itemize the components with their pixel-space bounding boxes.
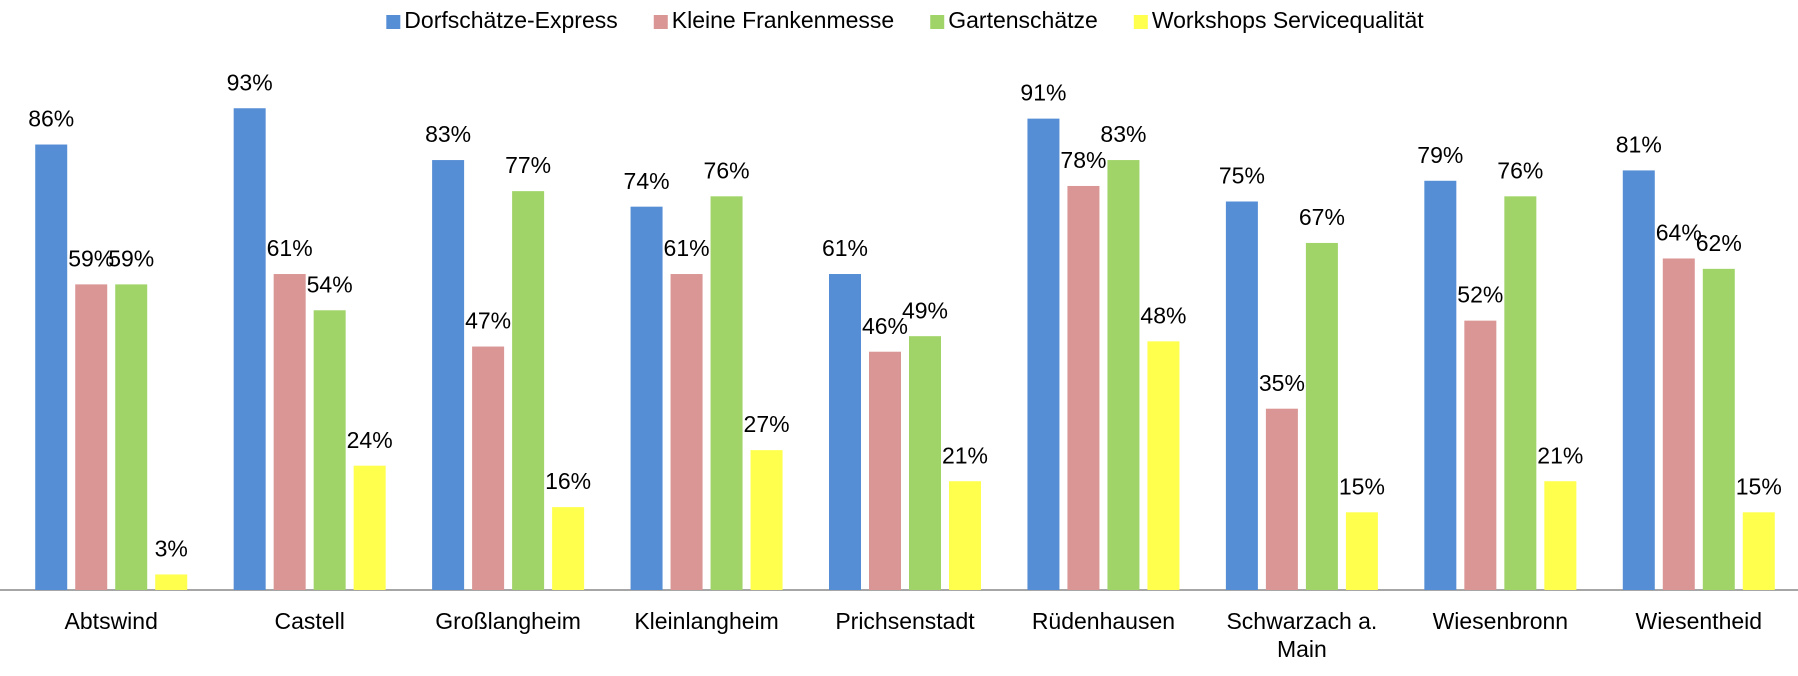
- bar: [1027, 118, 1060, 591]
- data-label: 49%: [902, 297, 948, 323]
- legend: Dorfschätze-Express Kleine Frankenmesse Ga…: [386, 7, 1424, 33]
- legend-label: Workshops Servicequalität: [1152, 7, 1424, 33]
- bar: [1662, 258, 1695, 590]
- bar: [1742, 512, 1775, 590]
- data-label: 81%: [1616, 131, 1662, 157]
- x-tick-label: Großlangheim: [435, 608, 581, 634]
- data-label: 21%: [942, 442, 988, 468]
- data-label: 15%: [1339, 473, 1385, 499]
- data-label: 61%: [664, 235, 710, 261]
- data-label: 15%: [1736, 473, 1782, 499]
- data-label: 77%: [505, 152, 551, 178]
- data-label: 27%: [744, 411, 790, 437]
- bar: [155, 574, 188, 590]
- x-tick-label: Wiesenbronn: [1433, 608, 1569, 634]
- bar: [512, 191, 545, 590]
- data-label: 21%: [1537, 442, 1583, 468]
- bar: [313, 310, 346, 590]
- bar: [35, 144, 68, 590]
- data-label: 61%: [267, 235, 313, 261]
- data-label: 75%: [1219, 163, 1265, 189]
- data-label: 91%: [1020, 80, 1066, 106]
- bar: [432, 160, 465, 590]
- data-label: 93%: [227, 69, 273, 95]
- bar: [829, 274, 861, 590]
- data-label: 83%: [425, 121, 471, 147]
- bar: [353, 465, 386, 590]
- x-tick-label: Prichsenstadt: [835, 608, 975, 634]
- data-label: 16%: [545, 468, 591, 494]
- bar: [1147, 341, 1180, 590]
- data-label: 24%: [347, 427, 393, 453]
- legend-swatch: [386, 15, 401, 29]
- bar: [1225, 201, 1258, 590]
- x-tick-label: Wiesentheid: [1635, 608, 1762, 634]
- data-label: 83%: [1100, 121, 1146, 147]
- x-tick-label: Kleinlangheim: [634, 608, 778, 634]
- bar: [1345, 512, 1378, 590]
- bar: [1265, 408, 1298, 590]
- x-tick-label: Rüdenhausen: [1032, 608, 1175, 634]
- bar: [1622, 170, 1655, 591]
- data-label: 59%: [68, 245, 114, 271]
- bar: [115, 284, 148, 590]
- data-label: 54%: [307, 271, 353, 297]
- data-label: 46%: [862, 313, 908, 339]
- bar: [670, 274, 703, 590]
- data-label: 35%: [1259, 370, 1305, 396]
- bar: [949, 481, 981, 590]
- bar: [75, 284, 108, 590]
- legend-label: Gartenschätze: [948, 7, 1098, 33]
- bar: [1702, 268, 1735, 590]
- data-label: 86%: [28, 106, 74, 132]
- data-label: 3%: [155, 536, 188, 562]
- data-label: 48%: [1140, 302, 1186, 328]
- data-label: 64%: [1656, 220, 1702, 246]
- bar: [472, 346, 505, 590]
- bar: [1107, 160, 1140, 590]
- bar: [1424, 180, 1457, 590]
- data-label: 61%: [822, 235, 868, 261]
- x-tick-label: Abtswind: [65, 608, 158, 634]
- bar: [273, 274, 306, 590]
- legend-swatch: [1133, 15, 1148, 29]
- data-label: 76%: [1497, 157, 1543, 183]
- legend-swatch: [930, 15, 945, 29]
- data-label: 79%: [1417, 142, 1463, 168]
- bar: [710, 196, 743, 590]
- data-label: 62%: [1696, 230, 1742, 256]
- bar: [750, 450, 783, 590]
- bar: [552, 507, 585, 590]
- data-label: 76%: [704, 157, 750, 183]
- data-label: 67%: [1299, 204, 1345, 230]
- data-label: 74%: [624, 168, 670, 194]
- data-label: 52%: [1457, 282, 1503, 308]
- legend-swatch: [653, 15, 668, 29]
- bar: [233, 108, 266, 590]
- bar: [1544, 481, 1577, 590]
- legend-label: Kleine Frankenmesse: [672, 7, 894, 33]
- x-tick-label: Schwarzach a. Main: [1226, 608, 1377, 662]
- data-label: 59%: [108, 245, 154, 271]
- data-label: 47%: [465, 308, 511, 334]
- x-tick-label: Castell: [275, 608, 345, 634]
- data-label: 78%: [1060, 147, 1106, 173]
- legend-label: Dorfschätze-Express: [404, 7, 617, 33]
- bar: [869, 351, 901, 590]
- bar: [630, 206, 663, 590]
- bar: [909, 336, 941, 590]
- bar: [1464, 320, 1497, 590]
- bar: [1305, 242, 1338, 590]
- bar: [1504, 196, 1537, 590]
- bar: [1067, 185, 1100, 590]
